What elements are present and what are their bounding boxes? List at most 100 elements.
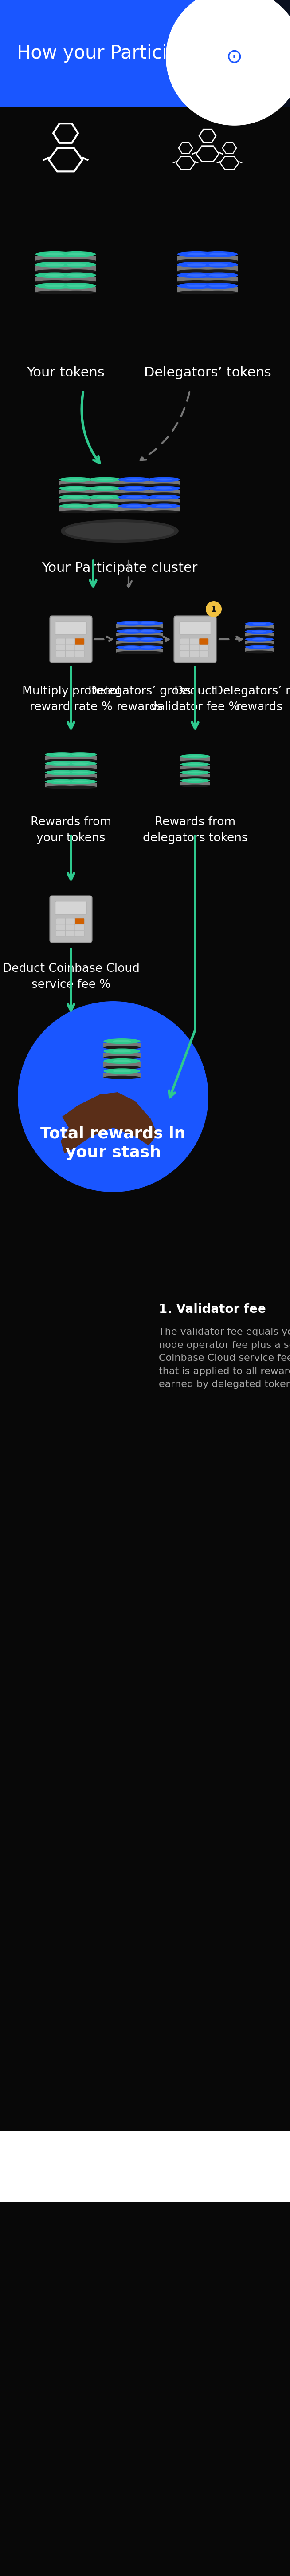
Text: Rewards from
your tokens: Rewards from your tokens — [30, 817, 111, 845]
Polygon shape — [35, 289, 74, 294]
Polygon shape — [104, 1064, 140, 1066]
Ellipse shape — [177, 263, 216, 268]
Ellipse shape — [35, 252, 74, 258]
Polygon shape — [35, 276, 74, 281]
Ellipse shape — [67, 263, 86, 265]
Polygon shape — [57, 289, 96, 294]
Text: Deduct Coinbase Cloud
service fee %: Deduct Coinbase Cloud service fee % — [3, 963, 139, 992]
FancyBboxPatch shape — [75, 925, 84, 930]
Polygon shape — [45, 773, 78, 778]
Text: How your Participate cluster earns rewards: How your Participate cluster earns rewar… — [17, 44, 290, 62]
Ellipse shape — [245, 629, 274, 634]
Polygon shape — [57, 265, 96, 270]
FancyBboxPatch shape — [75, 644, 84, 652]
Ellipse shape — [199, 252, 238, 258]
Ellipse shape — [45, 768, 78, 770]
Polygon shape — [59, 507, 92, 513]
Ellipse shape — [57, 291, 96, 294]
Ellipse shape — [59, 495, 92, 500]
Ellipse shape — [199, 291, 238, 294]
Ellipse shape — [35, 281, 74, 283]
Ellipse shape — [133, 629, 163, 634]
Text: CLOUD: CLOUD — [249, 46, 290, 62]
Ellipse shape — [57, 281, 96, 283]
Ellipse shape — [148, 505, 180, 507]
Ellipse shape — [199, 270, 238, 273]
FancyBboxPatch shape — [75, 652, 84, 657]
Ellipse shape — [35, 260, 74, 263]
Ellipse shape — [148, 487, 180, 492]
FancyBboxPatch shape — [180, 644, 190, 652]
Ellipse shape — [35, 273, 74, 278]
Polygon shape — [180, 783, 210, 786]
Ellipse shape — [177, 270, 216, 273]
Ellipse shape — [180, 762, 210, 768]
Polygon shape — [118, 482, 151, 484]
Ellipse shape — [116, 626, 146, 629]
Polygon shape — [59, 482, 92, 484]
Ellipse shape — [65, 523, 175, 541]
Ellipse shape — [133, 644, 163, 649]
Bar — [217, 0, 290, 106]
FancyBboxPatch shape — [180, 621, 211, 634]
Polygon shape — [45, 765, 78, 770]
Circle shape — [18, 1002, 209, 1193]
Polygon shape — [64, 773, 97, 778]
Polygon shape — [118, 507, 151, 513]
Ellipse shape — [57, 273, 96, 278]
Polygon shape — [177, 255, 216, 260]
Ellipse shape — [133, 636, 163, 641]
Polygon shape — [245, 634, 274, 636]
Ellipse shape — [45, 760, 78, 762]
Ellipse shape — [180, 775, 210, 778]
Text: 1: 1 — [211, 605, 217, 613]
Ellipse shape — [35, 263, 74, 268]
Bar — [0, 2130, 290, 2202]
Text: 1. Validator fee: 1. Validator fee — [159, 1303, 266, 1316]
Ellipse shape — [64, 786, 97, 788]
Ellipse shape — [57, 270, 96, 273]
Ellipse shape — [45, 752, 78, 757]
Ellipse shape — [45, 775, 78, 781]
Text: Deduct
validator fee %: Deduct validator fee % — [151, 685, 240, 714]
Ellipse shape — [180, 783, 210, 788]
Text: Total rewards in
your stash: Total rewards in your stash — [41, 1126, 186, 1159]
Polygon shape — [116, 634, 146, 636]
Ellipse shape — [116, 636, 146, 641]
Polygon shape — [148, 482, 180, 484]
Polygon shape — [88, 507, 122, 513]
Ellipse shape — [57, 260, 96, 263]
FancyBboxPatch shape — [66, 652, 75, 657]
Ellipse shape — [57, 263, 96, 268]
FancyBboxPatch shape — [180, 639, 190, 644]
FancyBboxPatch shape — [66, 917, 75, 925]
Ellipse shape — [148, 477, 180, 482]
Polygon shape — [104, 1054, 140, 1059]
Ellipse shape — [133, 626, 163, 629]
Polygon shape — [45, 783, 78, 788]
Ellipse shape — [35, 270, 74, 273]
FancyBboxPatch shape — [56, 925, 66, 930]
Ellipse shape — [148, 492, 180, 495]
Ellipse shape — [88, 492, 122, 495]
FancyBboxPatch shape — [66, 925, 75, 930]
Ellipse shape — [59, 502, 92, 505]
Polygon shape — [64, 783, 97, 788]
Ellipse shape — [59, 487, 92, 492]
Text: Delegators’ net
rewards: Delegators’ net rewards — [214, 685, 290, 714]
Ellipse shape — [45, 770, 78, 775]
Polygon shape — [59, 489, 92, 495]
Ellipse shape — [64, 752, 97, 757]
Ellipse shape — [45, 778, 78, 783]
Ellipse shape — [199, 273, 238, 278]
Ellipse shape — [118, 492, 151, 495]
Polygon shape — [199, 265, 238, 270]
Ellipse shape — [199, 281, 238, 283]
Ellipse shape — [209, 263, 228, 265]
Ellipse shape — [104, 1048, 140, 1054]
Ellipse shape — [199, 260, 238, 263]
Ellipse shape — [245, 652, 274, 654]
Polygon shape — [245, 626, 274, 629]
Ellipse shape — [104, 1056, 140, 1059]
Ellipse shape — [245, 636, 274, 639]
